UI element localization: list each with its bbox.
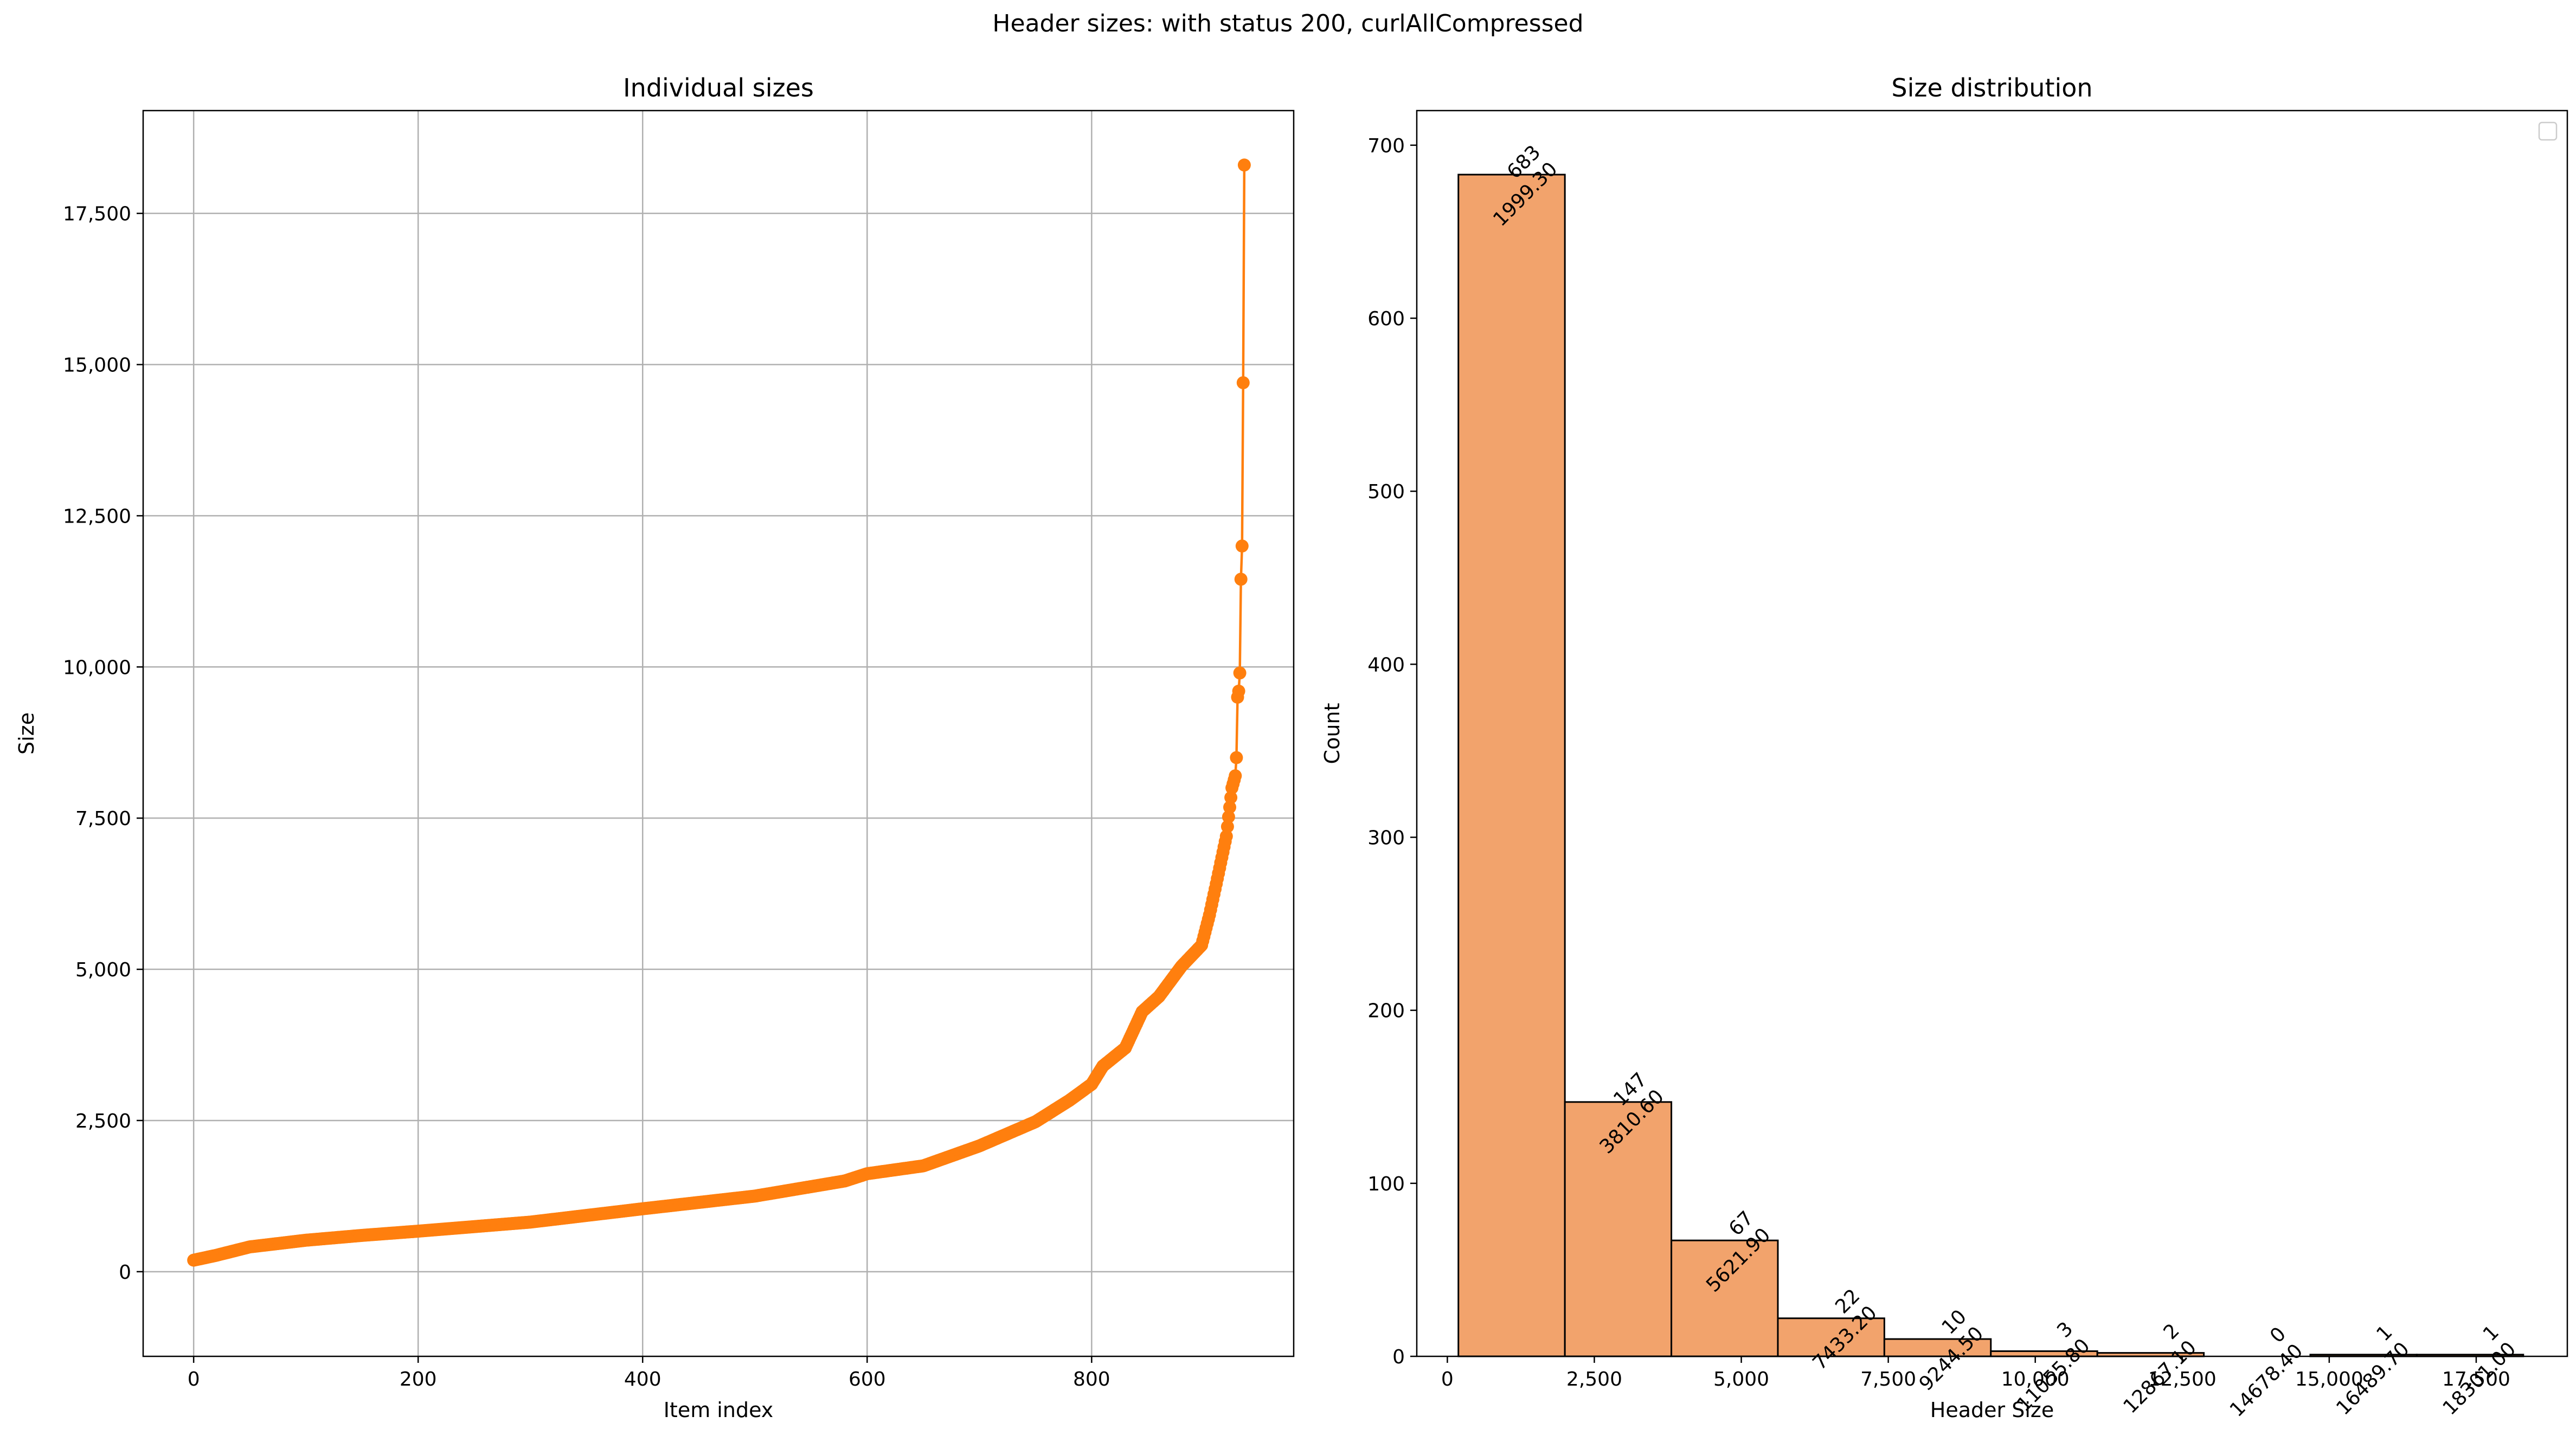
- y-tick-label: 0: [119, 1261, 131, 1284]
- y-tick-label: 12,500: [63, 505, 131, 527]
- x-tick-label: 200: [400, 1368, 437, 1390]
- series-line: [193, 165, 1246, 1261]
- y-tick-label: 5,000: [75, 959, 131, 981]
- x-tick-label: 0: [188, 1368, 200, 1390]
- bar-count-label: 3: [2053, 1318, 2077, 1342]
- x-tick-label: 17,500: [2442, 1368, 2510, 1390]
- y-tick-label: 700: [1367, 135, 1405, 157]
- bar-count-label: 1: [2372, 1321, 2397, 1346]
- bar-count-label: 0: [2266, 1323, 2290, 1347]
- data-point: [1223, 801, 1236, 814]
- data-point: [1222, 810, 1235, 823]
- x-tick-label: 12,500: [2148, 1368, 2217, 1390]
- data-point: [1233, 666, 1247, 680]
- x-axis-label: Item index: [664, 1398, 774, 1422]
- data-point: [1224, 791, 1238, 804]
- data-point: [1237, 158, 1251, 172]
- x-tick-label: 10,000: [2001, 1368, 2070, 1390]
- y-tick-label: 200: [1367, 1000, 1405, 1022]
- x-axis-label: Header Size: [1930, 1398, 2054, 1422]
- y-tick-label: 15,000: [63, 355, 131, 377]
- x-tick-label: 15,000: [2295, 1368, 2363, 1390]
- histogram-bar: [1777, 1317, 1885, 1357]
- data-point: [1236, 376, 1250, 389]
- x-tick-label: 2,500: [1566, 1368, 1622, 1390]
- bar-count-label: 1: [2479, 1321, 2503, 1346]
- x-tick-label: 7,500: [1860, 1368, 1916, 1390]
- histogram-bar: [1883, 1338, 1992, 1357]
- plot-frame: [1416, 110, 2568, 1357]
- histogram-bar: [1457, 173, 1566, 1357]
- chart-title: Size distribution: [1891, 73, 2092, 102]
- data-point: [1235, 539, 1249, 553]
- legend-box: [2538, 121, 2558, 141]
- y-tick-label: 300: [1367, 827, 1405, 849]
- x-tick-label: 600: [849, 1368, 886, 1390]
- y-tick-label: 500: [1367, 481, 1405, 503]
- y-tick-label: 2,500: [75, 1110, 131, 1132]
- data-point: [1232, 684, 1245, 698]
- y-tick-label: 17,500: [63, 203, 131, 226]
- plot-frame: [142, 110, 1295, 1357]
- data-point: [1234, 572, 1248, 586]
- x-tick-label: 400: [624, 1368, 661, 1390]
- y-axis-label: Count: [1320, 703, 1344, 764]
- y-axis-label: Size: [15, 712, 38, 755]
- y-tick-label: 0: [1392, 1346, 1405, 1368]
- chart-2: 0 2,500 5,000 7,500 10,000 12,500 15,000 17,500…: [1320, 73, 2568, 1422]
- chart-title: Individual sizes: [623, 73, 814, 102]
- data-point: [1230, 751, 1243, 764]
- x-tick-label: 5,000: [1713, 1368, 1769, 1390]
- chart-1: 0 200 400 600 800 0 2,500 5,000 7,500 10,000 12,50…: [15, 73, 1295, 1422]
- x-tick-label: 800: [1073, 1368, 1110, 1390]
- bar-label: 014678.40: [2209, 1323, 2308, 1421]
- figure-title: Header sizes: with status 200, curlAllCo…: [992, 10, 1584, 37]
- data-point: [1229, 769, 1242, 783]
- y-tick-label: 400: [1367, 654, 1405, 676]
- y-tick-label: 10,000: [63, 656, 131, 679]
- x-tick-label: 0: [1441, 1368, 1454, 1390]
- y-tick-label: 100: [1367, 1173, 1405, 1195]
- bar-count-label: 2: [2160, 1319, 2184, 1344]
- data-point: [1219, 829, 1233, 843]
- histogram-bar: [1564, 1101, 1673, 1357]
- y-tick-label: 600: [1367, 308, 1405, 330]
- data-point: [1220, 820, 1234, 833]
- histogram-bar: [1671, 1239, 1779, 1357]
- y-tick-label: 7,500: [75, 808, 131, 830]
